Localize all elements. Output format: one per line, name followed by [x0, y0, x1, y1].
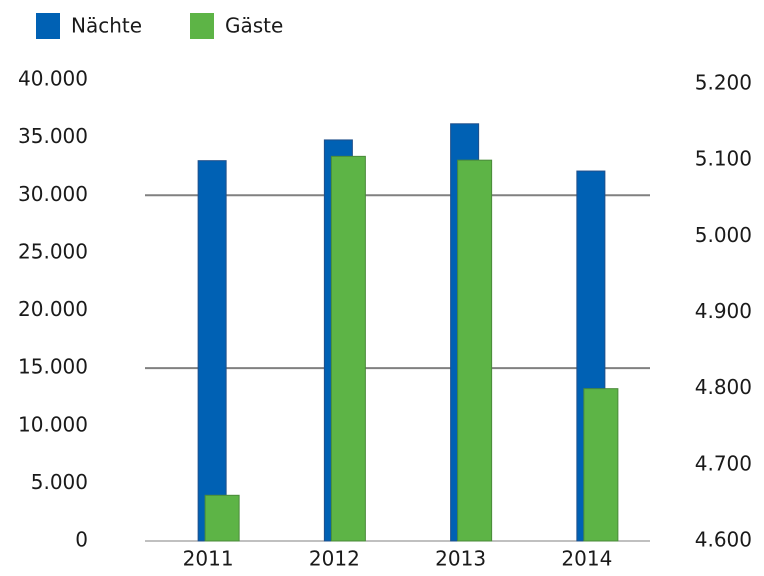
legend-swatch	[36, 13, 60, 39]
y-tick-label: 20.000	[18, 297, 88, 321]
y-tick-label: 10.000	[18, 412, 88, 436]
legend-label: Gäste	[225, 14, 283, 38]
y2-tick-label: 4.600	[695, 528, 752, 552]
bar	[457, 159, 493, 542]
y-tick-label: 40.000	[18, 67, 88, 91]
legend-label: Nächte	[71, 14, 142, 38]
bar	[583, 388, 619, 542]
y-tick-label: 5.000	[31, 470, 88, 494]
y2-tick-label: 4.800	[695, 375, 752, 399]
y2-tick-label: 5.000	[695, 223, 752, 247]
bar	[204, 494, 240, 542]
x-tick-label: 2012	[309, 547, 360, 571]
y2-tick-label: 5.200	[695, 71, 752, 95]
legend-swatch	[190, 13, 214, 39]
y2-tick-label: 5.100	[695, 147, 752, 171]
y2-tick-label: 4.700	[695, 451, 752, 475]
x-tick-label: 2013	[435, 547, 486, 571]
y-tick-label: 35.000	[18, 124, 88, 148]
bar	[197, 160, 227, 542]
y-tick-label: 30.000	[18, 182, 88, 206]
y-tick-label: 15.000	[18, 355, 88, 379]
x-tick-label: 2011	[183, 547, 234, 571]
x-tick-label: 2014	[561, 547, 612, 571]
y-tick-label: 25.000	[18, 239, 88, 263]
y-tick-label: 0	[75, 528, 88, 552]
y2-tick-label: 4.900	[695, 299, 752, 323]
bar	[330, 155, 366, 542]
